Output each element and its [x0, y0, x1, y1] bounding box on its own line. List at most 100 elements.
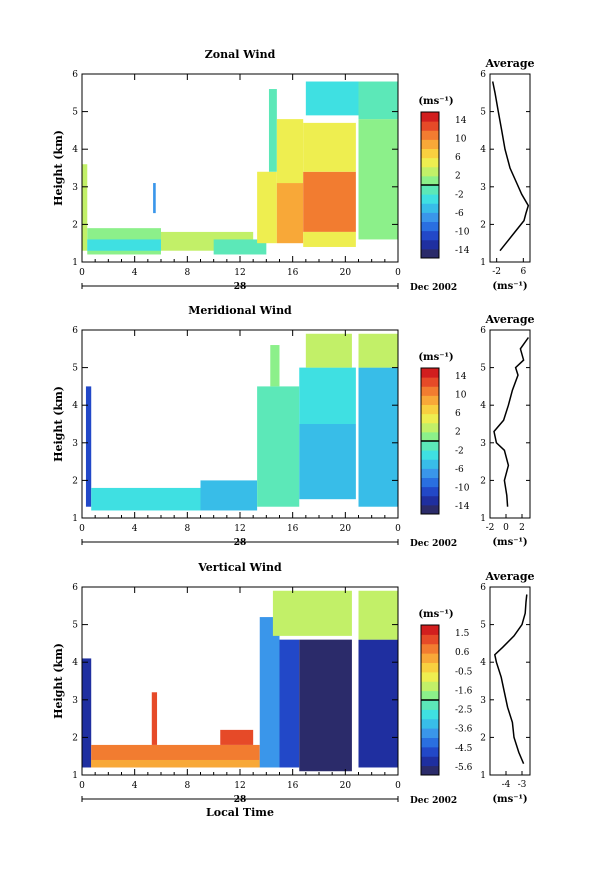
heatmap-cell — [303, 122, 356, 172]
month-label: Dec 2002 — [410, 539, 457, 549]
average-frame — [489, 586, 531, 776]
colorbar-segment — [421, 148, 439, 159]
colorbar-tick-label: 10 — [455, 391, 467, 401]
average-x-label: (ms⁻¹) — [492, 794, 527, 805]
colorbar-segment — [421, 441, 439, 451]
heatmap-cell — [200, 480, 258, 511]
colorbar-segment — [421, 450, 439, 460]
colorbar-tick-label: -6 — [455, 209, 464, 219]
average-y-tick-label: 1 — [480, 514, 486, 524]
y-tick-label: 2 — [72, 220, 78, 230]
x-tick-label: 0 — [79, 524, 85, 534]
average-x-tick-label: 6 — [520, 267, 526, 277]
x-tick-label: 12 — [234, 781, 245, 791]
average-y-tick-label: 4 — [480, 401, 486, 411]
colorbar-segment — [421, 690, 439, 701]
day-label: 28 — [234, 795, 247, 805]
x-tick-label: 8 — [184, 781, 190, 791]
heatmap-cell — [270, 345, 280, 387]
colorbar-tick-label: 2 — [455, 172, 461, 182]
heatmap-cell — [279, 639, 300, 768]
colorbar-segment — [421, 625, 439, 635]
month-label: Dec 2002 — [410, 796, 457, 806]
y-tick-label: 1 — [72, 771, 78, 781]
colorbar-segment — [421, 203, 439, 213]
colorbar-tick-label: 6 — [455, 153, 461, 163]
colorbar-tick-label: -14 — [455, 502, 470, 512]
average-y-tick-label: 2 — [480, 220, 486, 230]
colorbar-segment — [421, 718, 439, 729]
colorbar-segment — [421, 130, 439, 140]
colorbar-segment — [421, 709, 439, 720]
average-y-tick-label: 4 — [480, 658, 486, 668]
colorbar-segment — [421, 166, 439, 177]
heatmap-cell — [358, 639, 398, 768]
heatmap-cell — [91, 487, 201, 511]
colorbar-segment — [421, 386, 439, 396]
colorbar-tick-label: 1.5 — [455, 629, 470, 639]
colorbar-segment — [421, 643, 439, 654]
colorbar-segment — [421, 212, 439, 222]
average-y-tick-label: 6 — [480, 326, 486, 336]
colorbar-tick-label: -1.6 — [455, 686, 473, 696]
x-tick-label: 0 — [395, 524, 401, 534]
average-x-label: (ms⁻¹) — [492, 281, 527, 292]
colorbar-unit: (ms⁻¹) — [418, 96, 453, 107]
panel-title: Vertical Wind — [197, 561, 282, 574]
y-tick-label: 4 — [72, 145, 78, 155]
colorbar-segment — [421, 728, 439, 738]
heatmap-cell — [257, 171, 277, 244]
colorbar-unit: (ms⁻¹) — [418, 352, 453, 363]
heatmap-cell — [85, 386, 92, 507]
heatmap-cell — [358, 367, 398, 507]
colorbar-segment — [421, 368, 439, 378]
panel-title: Zonal Wind — [205, 48, 276, 61]
x-tick-label: 8 — [184, 268, 190, 278]
average-profile: Average 1 2 3 4 5 6 -4 -3 (ms⁻¹) — [480, 570, 534, 805]
y-axis-label: Height (km) — [52, 130, 65, 206]
heatmap-cell — [358, 81, 398, 120]
x-tick-label: 0 — [79, 268, 85, 278]
colorbar-segment — [421, 431, 439, 442]
month-label: Dec 2002 — [410, 283, 457, 293]
day-label: 28 — [234, 538, 247, 548]
colorbar-tick-label: 10 — [455, 135, 467, 145]
colorbar-segment — [421, 746, 439, 757]
heatmap-cell — [259, 617, 280, 768]
y-tick-label: 5 — [72, 621, 78, 631]
colorbar-segment — [421, 504, 439, 515]
average-x-tick-label: -2 — [486, 523, 495, 533]
y-tick-label: 3 — [72, 696, 78, 706]
heatmap-cell — [358, 119, 398, 240]
average-y-tick-label: 3 — [480, 439, 486, 449]
colorbar-segment — [421, 671, 439, 682]
x-tick-label: 20 — [340, 781, 352, 791]
colorbar-segment — [421, 737, 439, 748]
average-x-tick-label: 0 — [503, 523, 509, 533]
average-line — [493, 594, 528, 764]
colorbar-tick-label: 2 — [455, 428, 461, 438]
heatmap-cell — [305, 81, 359, 116]
colorbar-tick-label: 14 — [455, 116, 467, 126]
average-title: Average — [484, 57, 534, 70]
colorbar-segment — [421, 112, 439, 122]
colorbar-tick-label: -0.5 — [455, 667, 473, 677]
colorbar-segment — [421, 662, 439, 673]
heatmap-cell — [257, 386, 300, 507]
colorbar-segment — [421, 653, 439, 663]
average-y-tick-label: 3 — [480, 696, 486, 706]
colorbar-segment — [421, 765, 439, 776]
x-tick-label: 12 — [234, 524, 245, 534]
heatmap-cell — [153, 183, 156, 214]
x-tick-label: 4 — [132, 524, 138, 534]
average-y-tick-label: 4 — [480, 145, 486, 155]
colorbar-segment — [421, 377, 439, 387]
colorbar-tick-label: -6 — [455, 465, 464, 475]
heatmap-cell — [151, 692, 158, 745]
average-y-tick-label: 6 — [480, 70, 486, 80]
colorbar-tick-label: -4.5 — [455, 744, 473, 754]
y-tick-label: 6 — [72, 70, 78, 80]
average-y-tick-label: 5 — [480, 621, 486, 631]
